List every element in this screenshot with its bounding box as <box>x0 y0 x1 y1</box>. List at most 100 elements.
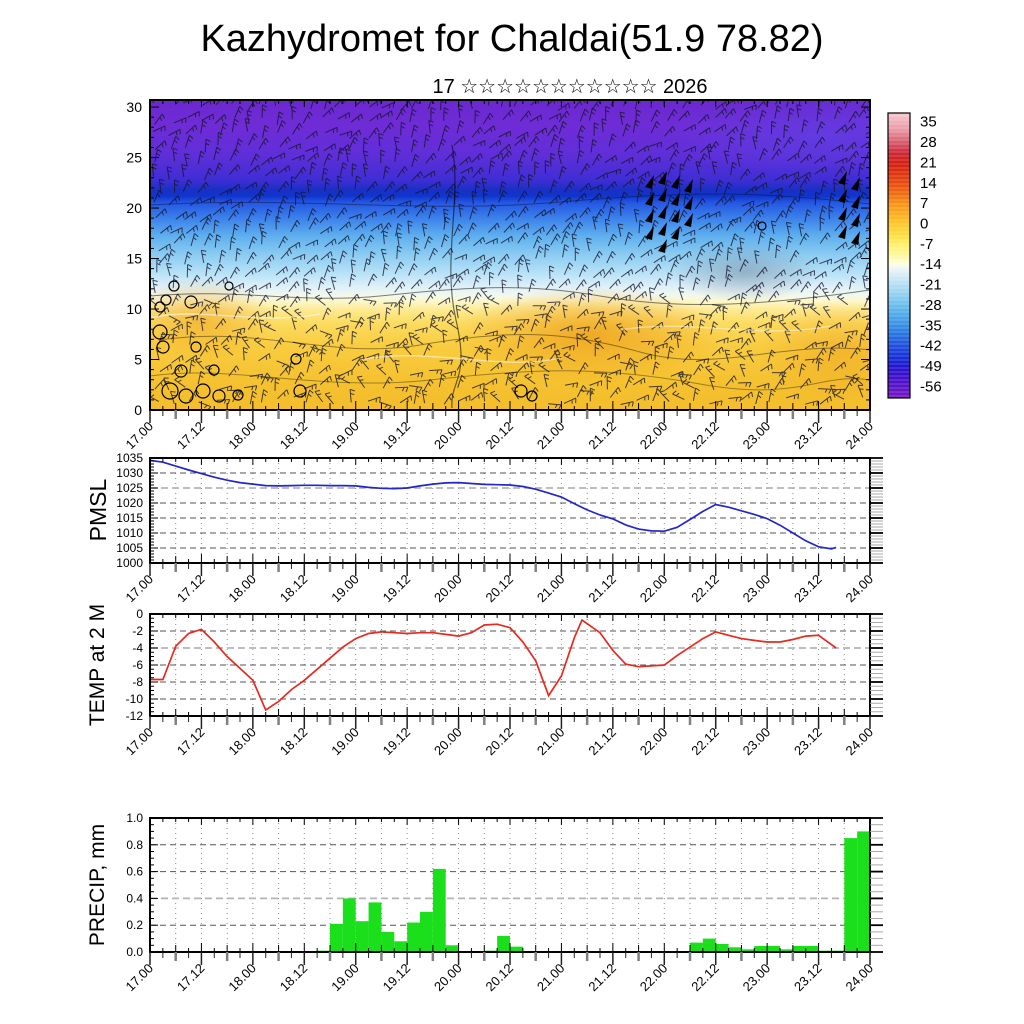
svg-text:19.12: 19.12 <box>380 961 414 995</box>
svg-text:23.00: 23.00 <box>740 419 774 453</box>
svg-text:35: 35 <box>920 114 937 131</box>
wind-barbs <box>150 100 870 410</box>
svg-text:0.8: 0.8 <box>126 838 143 852</box>
svg-text:-6: -6 <box>132 658 143 672</box>
svg-text:22.00: 22.00 <box>637 961 671 995</box>
svg-text:0.0: 0.0 <box>126 945 143 959</box>
svg-text:21.00: 21.00 <box>534 961 568 995</box>
svg-text:25: 25 <box>126 150 142 166</box>
contour-lines <box>150 144 870 409</box>
svg-text:30: 30 <box>126 99 142 115</box>
svg-text:17.12: 17.12 <box>174 961 208 995</box>
svg-text:-35: -35 <box>920 317 942 334</box>
temp-line <box>150 618 837 712</box>
svg-text:0: 0 <box>136 607 143 621</box>
svg-text:21.12: 21.12 <box>585 961 619 995</box>
svg-text:7: 7 <box>920 195 928 212</box>
svg-text:17.12: 17.12 <box>174 419 208 453</box>
svg-text:24.00: 24.00 <box>843 572 877 606</box>
svg-text:17.00: 17.00 <box>123 961 157 995</box>
svg-text:5: 5 <box>134 352 142 368</box>
svg-text:23.12: 23.12 <box>791 725 825 759</box>
svg-text:1000: 1000 <box>116 556 143 570</box>
svg-text:0: 0 <box>920 216 928 233</box>
svg-text:21.12: 21.12 <box>585 419 619 453</box>
svg-text:17.00: 17.00 <box>123 419 157 453</box>
svg-text:20.00: 20.00 <box>431 419 465 453</box>
svg-text:22.00: 22.00 <box>637 725 671 759</box>
svg-text:-56: -56 <box>920 378 942 395</box>
svg-text:1005: 1005 <box>116 541 143 555</box>
svg-text:18.00: 18.00 <box>225 725 259 759</box>
svg-text:-42: -42 <box>920 338 942 355</box>
svg-text:24.00: 24.00 <box>843 725 877 759</box>
svg-text:15: 15 <box>126 251 142 267</box>
svg-text:-21: -21 <box>920 277 942 294</box>
svg-text:22.12: 22.12 <box>688 961 722 995</box>
svg-text:20.00: 20.00 <box>431 725 465 759</box>
svg-text:20.12: 20.12 <box>483 725 517 759</box>
calm-circles <box>152 221 767 404</box>
svg-text:1.0: 1.0 <box>126 811 143 825</box>
cross-section-panel: 30 25 20 15 10 5 017.00 17.12 18.00 18.12 19.00 19.… <box>123 99 877 453</box>
svg-text:0: 0 <box>134 402 142 418</box>
svg-text:18.12: 18.12 <box>277 961 311 995</box>
svg-text:21.00: 21.00 <box>534 572 568 606</box>
svg-text:20.12: 20.12 <box>483 419 517 453</box>
svg-text:0.2: 0.2 <box>126 918 143 932</box>
svg-text:1025: 1025 <box>116 481 143 495</box>
svg-text:1020: 1020 <box>116 496 143 510</box>
svg-text:24.00: 24.00 <box>843 419 877 453</box>
svg-text:22.12: 22.12 <box>688 725 722 759</box>
svg-text:20.00: 20.00 <box>431 961 465 995</box>
temp-panel: 0 -2 -4 -6 -8 -10 -12 17.00 17.12 18.00 18.12 19.00… <box>123 607 883 758</box>
svg-text:20: 20 <box>126 200 142 216</box>
svg-text:-12: -12 <box>126 709 144 723</box>
svg-text:-28: -28 <box>920 297 942 314</box>
svg-text:19.00: 19.00 <box>328 725 362 759</box>
svg-text:17.00: 17.00 <box>123 572 157 606</box>
svg-text:28: 28 <box>920 134 937 151</box>
svg-text:23.00: 23.00 <box>740 961 774 995</box>
svg-text:1035: 1035 <box>116 451 143 465</box>
svg-text:-8: -8 <box>132 675 143 689</box>
svg-text:22.12: 22.12 <box>688 419 722 453</box>
precip-panel: 1.0 0.8 0.6 0.4 0.2 0.0 17.00 17.12 18.00 18.12 19… <box>123 811 883 994</box>
pennant-flags <box>645 171 860 253</box>
svg-text:18.00: 18.00 <box>225 961 259 995</box>
svg-text:20.12: 20.12 <box>483 961 517 995</box>
svg-text:-49: -49 <box>920 358 942 375</box>
svg-text:23.00: 23.00 <box>740 725 774 759</box>
svg-text:18.12: 18.12 <box>277 572 311 606</box>
svg-text:17.12: 17.12 <box>174 572 208 606</box>
svg-text:21.12: 21.12 <box>585 725 619 759</box>
svg-text:-4: -4 <box>132 641 143 655</box>
svg-text:21.00: 21.00 <box>534 419 568 453</box>
svg-text:19.12: 19.12 <box>380 572 414 606</box>
svg-text:17.12: 17.12 <box>174 725 208 759</box>
pmsl-line <box>150 459 837 550</box>
svg-text:21: 21 <box>920 154 937 171</box>
page-title: Kazhydromet for Chaldai(51.9 78.82) <box>200 18 824 60</box>
svg-text:-2: -2 <box>132 624 143 638</box>
svg-text:22.00: 22.00 <box>637 419 671 453</box>
precip-bars <box>317 831 870 952</box>
svg-text:19.00: 19.00 <box>328 572 362 606</box>
svg-text:20.00: 20.00 <box>431 572 465 606</box>
svg-text:18.00: 18.00 <box>225 572 259 606</box>
svg-text:0.6: 0.6 <box>126 865 143 879</box>
svg-text:19.12: 19.12 <box>380 419 414 453</box>
svg-text:24.00: 24.00 <box>843 961 877 995</box>
svg-text:23.12: 23.12 <box>791 419 825 453</box>
svg-text:22.12: 22.12 <box>688 572 722 606</box>
svg-text:21.12: 21.12 <box>585 572 619 606</box>
svg-text:18.12: 18.12 <box>277 419 311 453</box>
date-subtitle: 17 ☆☆☆☆☆☆☆☆☆☆☆ 2026 <box>432 76 708 98</box>
svg-text:18.00: 18.00 <box>225 419 259 453</box>
svg-text:19.12: 19.12 <box>380 725 414 759</box>
svg-text:19.00: 19.00 <box>328 961 362 995</box>
svg-text:19.00: 19.00 <box>328 419 362 453</box>
